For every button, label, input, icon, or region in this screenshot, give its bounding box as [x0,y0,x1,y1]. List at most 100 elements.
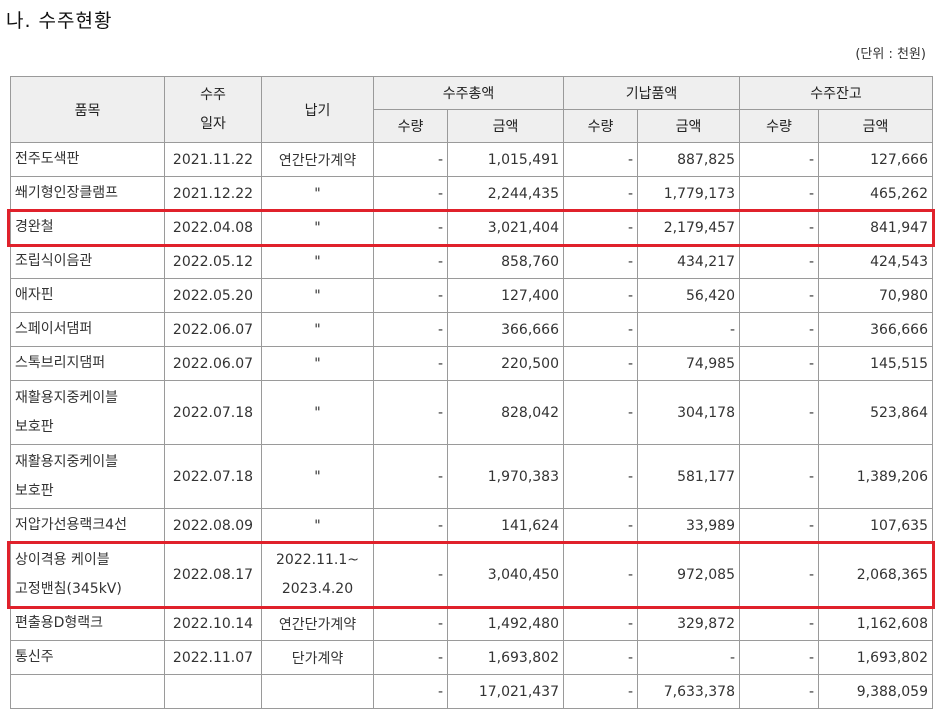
cell-amount: 1,970,383 [447,444,564,509]
cell-date: 2022.08.17 [164,542,262,607]
cell-amount: 1,015,491 [447,142,564,177]
cell-delivery-line2: 2023.4.20 [281,580,354,597]
header-backlog: 수주잔고 [739,76,933,110]
header-amount: 금액 [447,109,564,143]
cell-qty: - [563,508,638,543]
cell-date: 2022.08.09 [164,508,262,543]
cell-item: 저압가선용랙크4선 [10,508,165,543]
cell-qty: - [739,346,819,381]
cell-item: 경완철 [10,210,165,245]
cell-qty: - [563,346,638,381]
cell-amount: 304,178 [637,380,740,445]
header-amount: 금액 [637,109,740,143]
cell-delivery: " [261,312,374,347]
cell-item-line2: 고정밴침(345kV) [15,580,122,597]
cell-qty: - [739,640,819,675]
header-qty: 수량 [373,109,448,143]
total-qty: - [373,674,448,709]
cell-delivery: 단가계약 [261,640,374,675]
table-row: 애자핀 2022.05.20 " - 127,400 - 56,420 - 70… [10,278,933,313]
cell-amount: 828,042 [447,380,564,445]
cell-amount: 366,666 [818,312,933,347]
table-row: 전주도색판 2021.11.22 연간단가계약 - 1,015,491 - 88… [10,142,933,177]
cell-amount: 107,635 [818,508,933,543]
cell-qty: - [373,640,448,675]
header-total-order: 수주총액 [373,76,564,110]
cell-delivery-line1: 2022.11.1~ [276,551,359,568]
header-delivery: 납기 [261,76,374,143]
cell-amount: 366,666 [447,312,564,347]
cell-date: 2021.11.22 [164,142,262,177]
table-row: 통신주 2022.11.07 단가계약 - 1,693,802 - - - 1,… [10,640,933,675]
table-row: 저압가선용랙크4선 2022.08.09 " - 141,624 - 33,98… [10,508,933,543]
section-title: 나. 수주현황 [6,10,113,32]
cell-qty: - [739,508,819,543]
cell-amount: 127,666 [818,142,933,177]
cell-item-line1: 상이격용 케이블 [15,551,110,568]
cell-delivery: " [261,244,374,279]
table-row: 재활용지중케이블 보호판 2022.07.18 " - 1,970,383 - … [10,444,933,509]
cell-item: 상이격용 케이블 고정밴침(345kV) [10,542,165,607]
total-amount: 9,388,059 [818,674,933,709]
cell-qty: - [373,346,448,381]
cell-amount: 220,500 [447,346,564,381]
cell-item: 통신주 [10,640,165,675]
cell-amount: 2,068,365 [818,542,933,607]
cell-qty: - [739,244,819,279]
cell-qty: - [373,142,448,177]
cell-qty: - [739,542,819,607]
cell-amount: 2,179,457 [637,210,740,245]
cell-qty: - [563,312,638,347]
cell-delivery: " [261,346,374,381]
cell-amount: 1,162,608 [818,606,933,641]
cell-amount: 329,872 [637,606,740,641]
cell-amount: 145,515 [818,346,933,381]
total-amount: 7,633,378 [637,674,740,709]
header-amount: 금액 [818,109,933,143]
cell-qty: - [373,508,448,543]
cell-amount: 465,262 [818,176,933,211]
cell-date: 2022.04.08 [164,210,262,245]
cell-qty: - [739,176,819,211]
cell-qty: - [373,606,448,641]
cell-qty: - [373,210,448,245]
cell-qty: - [373,278,448,313]
table-row: 편출용D형랙크 2022.10.14 연간단가계약 - 1,492,480 - … [10,606,933,641]
header-qty: 수량 [563,109,638,143]
cell-qty: - [373,380,448,445]
cell-qty: - [739,444,819,509]
cell-amount: 424,543 [818,244,933,279]
cell-date: 2022.05.12 [164,244,262,279]
cell-item: 재활용지중케이블 보호판 [10,380,165,445]
cell-amount: 74,985 [637,346,740,381]
cell-amount: 70,980 [818,278,933,313]
table-row: 재활용지중케이블 보호판 2022.07.18 " - 828,042 - 30… [10,380,933,445]
cell-amount: 1,779,173 [637,176,740,211]
total-qty: - [739,674,819,709]
cell-item: 쐐기형인장클램프 [10,176,165,211]
cell-amount: 972,085 [637,542,740,607]
cell-delivery: 연간단가계약 [261,142,374,177]
cell-item: 편출용D형랙크 [10,606,165,641]
cell-qty: - [739,142,819,177]
cell-qty: - [373,542,448,607]
cell-date: 2022.06.07 [164,346,262,381]
cell-qty: - [563,278,638,313]
table-row: 스톡브리지댐퍼 2022.06.07 " - 220,500 - 74,985 … [10,346,933,381]
cell-date: 2022.11.07 [164,640,262,675]
header-delivered: 기납품액 [563,76,740,110]
cell-delivery: " [261,444,374,509]
cell-amount: 56,420 [637,278,740,313]
cell-qty: - [563,380,638,445]
cell-delivery: 연간단가계약 [261,606,374,641]
cell-delivery: " [261,508,374,543]
unit-label: (단위 : 천원) [855,47,926,62]
cell-item: 스페이서댐퍼 [10,312,165,347]
table-row: 스페이서댐퍼 2022.06.07 " - 366,666 - - - 366,… [10,312,933,347]
cell-amount: 1,492,480 [447,606,564,641]
cell-qty: - [563,606,638,641]
cell-delivery: 2022.11.1~ 2023.4.20 [261,542,374,607]
cell-amount: 3,021,404 [447,210,564,245]
cell-amount: 581,177 [637,444,740,509]
table-row: 상이격용 케이블 고정밴침(345kV) 2022.08.17 2022.11.… [10,542,933,607]
